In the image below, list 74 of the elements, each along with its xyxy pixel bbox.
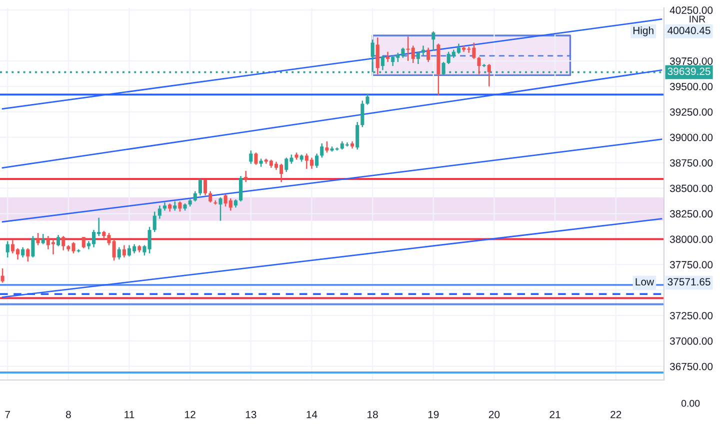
- candlestick: [173, 200, 177, 212]
- y-tick-label: 40250.00: [670, 6, 713, 14]
- y-tick-label: 39000.00: [670, 134, 713, 142]
- x-tick-label: 22: [610, 410, 622, 418]
- candlestick: [254, 152, 258, 166]
- candlestick: [148, 226, 152, 254]
- candlestick: [36, 232, 40, 246]
- candlestick: [366, 92, 370, 106]
- candlestick: [56, 234, 60, 247]
- candlestick: [320, 142, 324, 158]
- y-tick-label: 37750.00: [670, 261, 713, 268]
- y-tick-label: 38500.00: [670, 184, 713, 192]
- text: 37571.65: [668, 278, 710, 286]
- text: 0.00: [681, 400, 700, 407]
- y-tick-label: 38250.00: [670, 210, 713, 218]
- candlestick: [31, 235, 35, 258]
- x-tick-label: 13: [246, 410, 256, 418]
- y-tick-label: 39500.00: [670, 82, 713, 90]
- candlestick: [325, 140, 329, 154]
- candlestick: [421, 45, 426, 56]
- annotation: Low: [636, 278, 654, 286]
- candlestick: [315, 152, 319, 168]
- candlestick: [356, 121, 360, 150]
- candlestick: [62, 235, 66, 251]
- candlestick: [218, 196, 222, 222]
- candlestick: [198, 178, 202, 196]
- candlestick: [193, 190, 197, 202]
- y-tick-label: 36750.00: [670, 362, 713, 370]
- x-tick-label: 18: [368, 410, 378, 418]
- candlestick: [249, 150, 253, 164]
- candlestick: [152, 210, 156, 233]
- candlestick: [82, 236, 86, 249]
- candlestick: [41, 233, 45, 245]
- candlestick: [442, 61, 446, 76]
- candlestick: [487, 63, 491, 88]
- candlestick: [204, 179, 208, 196]
- candlestick: [142, 244, 146, 256]
- candlestick: [26, 248, 30, 262]
- candlestick: [376, 36, 380, 75]
- candlestick: [244, 170, 248, 183]
- y-tick-label: 37250.00: [670, 312, 713, 320]
- x-tick-label: 14: [306, 410, 318, 418]
- ref-line-label: 39639.25: [668, 68, 710, 76]
- x-tick-label: 12: [185, 410, 196, 418]
- y-tick-label: 39750.00: [670, 57, 713, 65]
- annotation: High: [633, 26, 654, 36]
- x-tick-label: 20: [488, 410, 500, 418]
- candlestick: [117, 246, 121, 260]
- candlestick: [6, 240, 10, 258]
- text: INR: [690, 16, 706, 22]
- x-tick-label: 7: [5, 410, 10, 418]
- candlestick: [0, 268, 4, 284]
- candlestick: [238, 175, 243, 202]
- text: 40040.45: [668, 26, 710, 34]
- x-tick-label: 11: [124, 410, 134, 418]
- y-tick-label: 37000.00: [670, 337, 713, 345]
- x-tick-label: 19: [428, 410, 439, 418]
- y-tick-label: 38000.00: [670, 236, 713, 243]
- candlestick: [158, 204, 162, 220]
- candlestick: [416, 51, 420, 65]
- candlestick: [477, 56, 481, 75]
- candlestick: [426, 47, 430, 63]
- candlestick: [208, 190, 212, 204]
- candlestick: [380, 55, 384, 71]
- candlestick: [360, 100, 364, 128]
- y-tick-label: 38750.00: [670, 159, 713, 167]
- candlestick: [122, 244, 126, 258]
- candlestick: [386, 51, 390, 63]
- candlestick: [21, 246, 25, 258]
- candlestick: [178, 200, 182, 212]
- x-tick-label: 8: [66, 410, 71, 418]
- y-tick-label: 39250.00: [670, 108, 713, 116]
- x-tick-label: 21: [550, 410, 560, 418]
- candlestick: [432, 30, 436, 52]
